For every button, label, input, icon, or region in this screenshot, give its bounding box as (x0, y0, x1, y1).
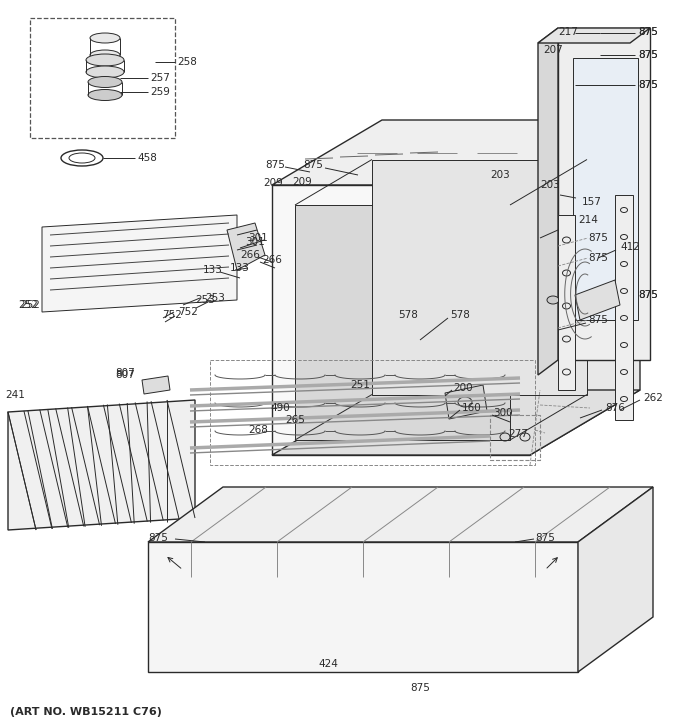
Polygon shape (372, 159, 587, 395)
Ellipse shape (88, 77, 122, 88)
Polygon shape (538, 28, 558, 375)
Text: 876: 876 (605, 403, 625, 413)
Polygon shape (615, 195, 633, 420)
Text: 203: 203 (540, 180, 560, 190)
Text: 807: 807 (115, 368, 135, 378)
Text: 257: 257 (150, 73, 170, 83)
Text: 133: 133 (230, 263, 250, 273)
Text: 266: 266 (240, 250, 260, 260)
Text: 875: 875 (638, 290, 658, 300)
Text: 301: 301 (248, 233, 268, 243)
Text: (ART NO. WB15211 C76): (ART NO. WB15211 C76) (10, 707, 162, 717)
Polygon shape (227, 223, 265, 270)
Polygon shape (142, 376, 170, 394)
Text: 875: 875 (588, 233, 608, 243)
Text: 807: 807 (115, 370, 135, 380)
Text: 253: 253 (195, 295, 215, 305)
Polygon shape (558, 28, 650, 360)
Ellipse shape (86, 54, 124, 66)
Polygon shape (272, 185, 530, 455)
Polygon shape (558, 215, 575, 390)
Text: 265: 265 (285, 415, 305, 425)
Text: 266: 266 (262, 255, 282, 265)
Polygon shape (575, 280, 620, 320)
Ellipse shape (90, 33, 120, 43)
Text: 301: 301 (245, 237, 265, 247)
Text: 300: 300 (493, 408, 513, 418)
Text: 578: 578 (398, 310, 418, 320)
Text: 578: 578 (450, 310, 470, 320)
Ellipse shape (90, 50, 120, 60)
Text: 252: 252 (20, 300, 40, 310)
Text: 412: 412 (620, 242, 640, 252)
Text: 160: 160 (462, 403, 481, 413)
Text: 752: 752 (162, 310, 182, 320)
Text: 157: 157 (582, 197, 602, 207)
Polygon shape (573, 58, 638, 320)
Text: 875: 875 (638, 50, 658, 60)
Polygon shape (578, 487, 653, 672)
Text: 241: 241 (5, 390, 25, 400)
Text: 875: 875 (265, 160, 285, 170)
Text: 277: 277 (508, 429, 528, 439)
Text: 875: 875 (638, 80, 658, 90)
Polygon shape (538, 28, 650, 43)
Text: 424: 424 (318, 659, 338, 669)
Text: 207: 207 (543, 45, 563, 55)
Text: 214: 214 (578, 215, 598, 225)
Text: 217: 217 (558, 27, 578, 37)
Text: 203: 203 (490, 170, 510, 180)
Polygon shape (148, 542, 578, 672)
Text: 875: 875 (588, 253, 608, 263)
Polygon shape (445, 385, 487, 419)
Text: 875: 875 (588, 315, 608, 325)
Text: 209: 209 (292, 177, 311, 187)
Text: 875: 875 (638, 290, 658, 300)
Text: 262: 262 (643, 393, 663, 403)
Text: 209: 209 (263, 178, 283, 188)
Polygon shape (148, 487, 653, 542)
Text: 133: 133 (203, 265, 223, 275)
Polygon shape (272, 390, 640, 455)
Text: 875: 875 (638, 27, 658, 37)
Polygon shape (530, 120, 640, 455)
Text: 875: 875 (303, 160, 323, 170)
Text: 490: 490 (270, 403, 290, 413)
Text: 875: 875 (410, 683, 430, 693)
Text: 268: 268 (248, 425, 268, 435)
Polygon shape (295, 205, 510, 440)
Ellipse shape (547, 296, 559, 304)
Polygon shape (272, 120, 640, 185)
Text: 875: 875 (638, 50, 658, 60)
Text: 752: 752 (178, 307, 198, 317)
Text: 458: 458 (137, 153, 157, 163)
Text: 875: 875 (638, 80, 658, 90)
Text: 200: 200 (453, 383, 473, 393)
Text: 875: 875 (535, 533, 555, 543)
Text: 252: 252 (18, 300, 38, 310)
Polygon shape (42, 215, 237, 312)
Text: 259: 259 (150, 87, 170, 97)
Polygon shape (8, 400, 195, 530)
Ellipse shape (86, 66, 124, 78)
Text: 253: 253 (205, 293, 225, 303)
Text: 258: 258 (177, 57, 197, 67)
Text: 875: 875 (638, 27, 658, 37)
Ellipse shape (88, 90, 122, 101)
Text: 251: 251 (350, 380, 370, 390)
Text: 875: 875 (148, 533, 168, 543)
